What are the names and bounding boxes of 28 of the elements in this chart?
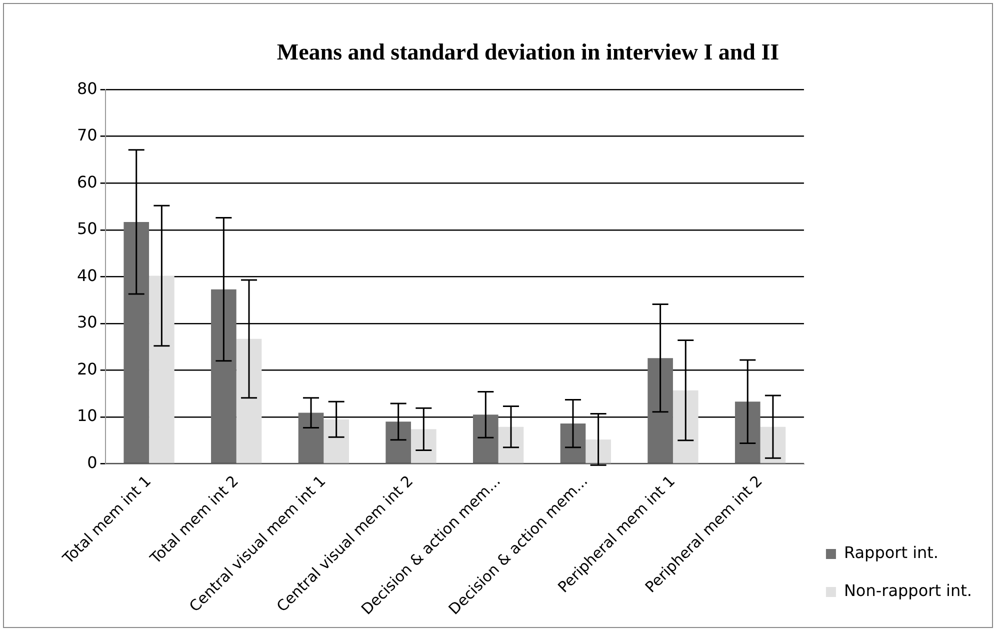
bar [560, 424, 586, 464]
bar [211, 289, 236, 464]
bar [411, 429, 436, 464]
bar [149, 276, 174, 464]
y-tick-label: 70 [77, 126, 98, 145]
legend-label: Non-rapport int. [844, 581, 972, 600]
chart-title: Means and standard deviation in interview I and II [276, 40, 780, 65]
y-tick-label: 50 [77, 219, 98, 238]
bar [498, 426, 524, 464]
y-tick-label: 10 [77, 406, 98, 426]
bar [324, 419, 349, 464]
y-tick-label: 20 [77, 359, 98, 378]
bar [734, 402, 760, 464]
bar [298, 412, 324, 464]
bar [672, 390, 698, 464]
y-tick-label: 80 [77, 78, 98, 98]
bar [236, 338, 262, 464]
legend-label: Rapport int. [844, 543, 939, 562]
y-tick-label: 40 [77, 266, 98, 285]
y-tick-label: 30 [77, 312, 98, 332]
y-tick-label: 60 [77, 172, 98, 192]
bar [586, 439, 611, 464]
bar [760, 426, 786, 464]
bar [124, 222, 150, 464]
bar [648, 358, 673, 464]
bar [386, 422, 411, 464]
y-tick-label: 0 [87, 452, 98, 472]
bar [473, 414, 498, 464]
